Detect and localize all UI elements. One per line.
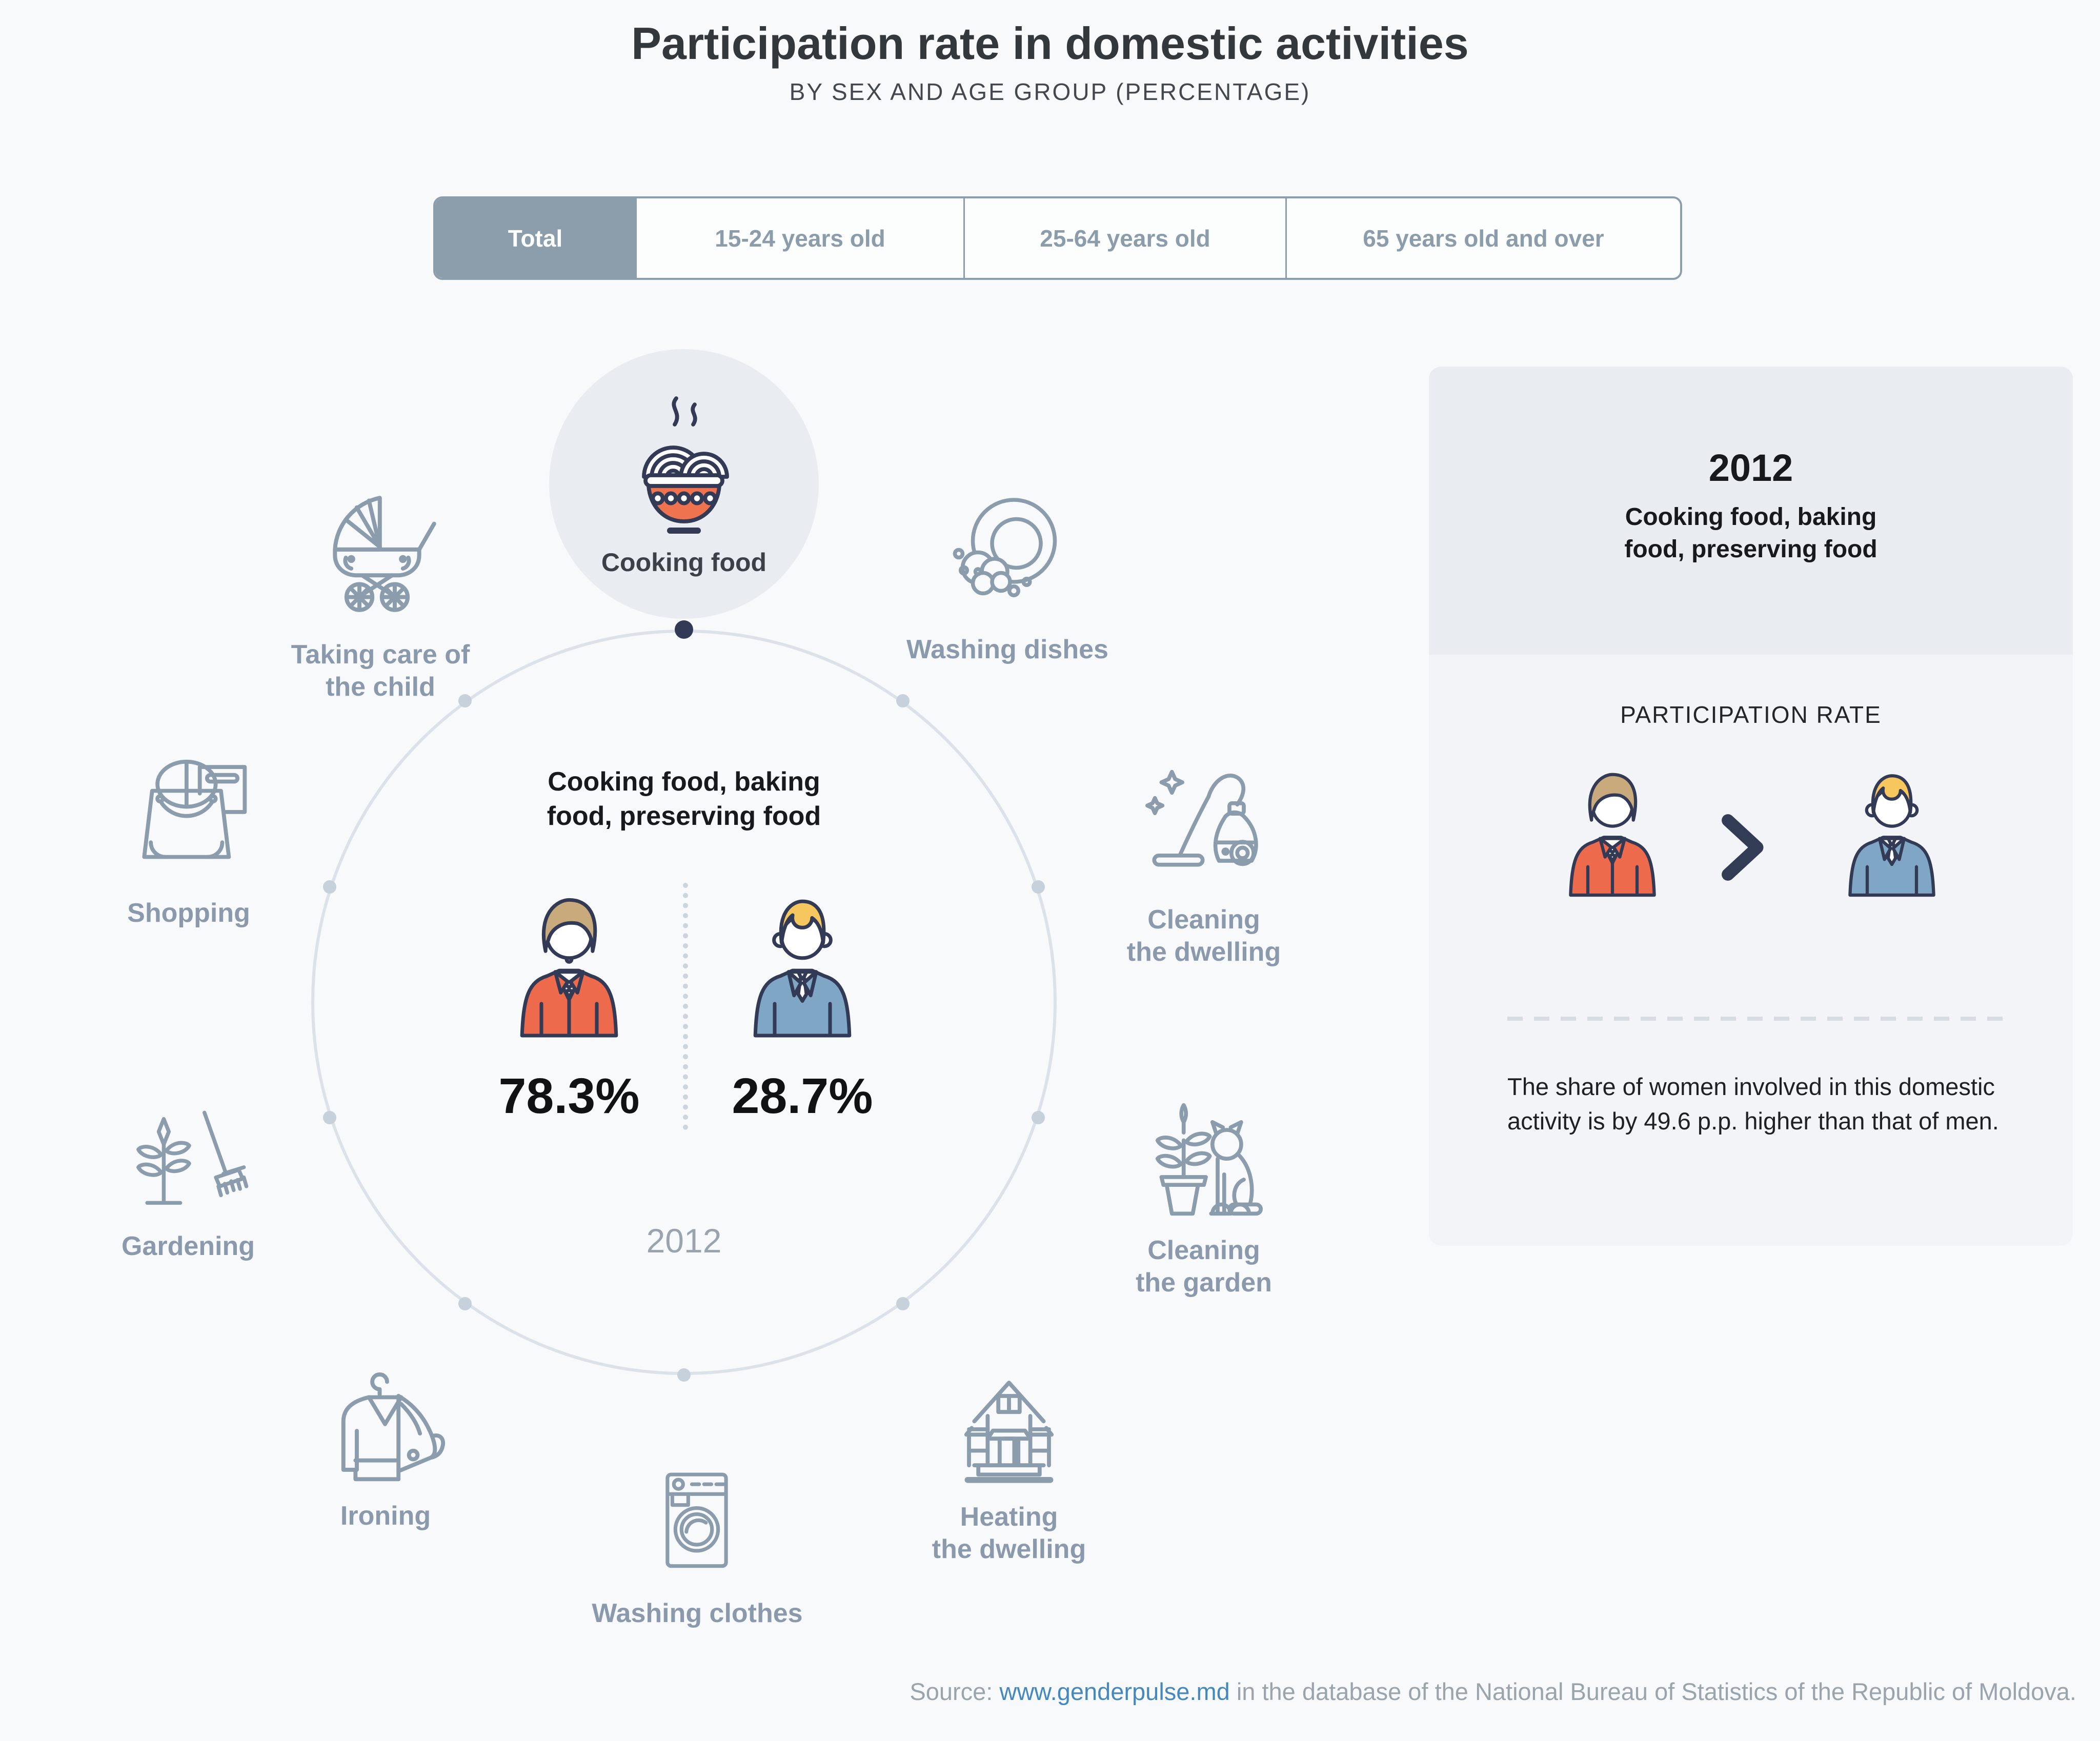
baby-carriage-icon[interactable] (309, 487, 445, 623)
plant-and-cat-icon[interactable] (1139, 1101, 1270, 1232)
panel-activity-title: Cooking food, baking food, preserving fo… (1624, 503, 1877, 563)
label-washing-dishes[interactable]: Washing dishes (906, 635, 1108, 664)
label-cleaning-the-dwelling[interactable]: Cleaning the dwelling (1126, 905, 1281, 967)
center-activity-title: Cooking food, baking food, preserving fo… (547, 767, 821, 831)
ring-dot-washing-clothes[interactable] (677, 1368, 691, 1382)
man-icon (733, 889, 872, 1043)
selected-activity-bubble[interactable]: Cooking food (549, 349, 819, 619)
panel-section-title: PARTICIPATION RATE (1620, 701, 1882, 728)
source-note: Source: www.genderpulse.md in the databa… (205, 1677, 2076, 1706)
page-subtitle: BY SEX AND AGE GROUP (PERCENTAGE) (789, 78, 1311, 105)
label-washing-clothes[interactable]: Washing clothes (592, 1598, 803, 1628)
vacuum-cleaner-icon[interactable] (1139, 756, 1270, 887)
ironing-icon[interactable] (318, 1364, 452, 1498)
label-shopping[interactable]: Shopping (127, 898, 250, 928)
wheel-year: 2012 (646, 1222, 722, 1260)
washing-dishes-icon[interactable] (943, 487, 1072, 615)
tab-65-over[interactable]: 65 years old and over (1285, 198, 1680, 278)
women-percentage: 78.3% (498, 1068, 640, 1124)
page-title: Participation rate in domestic activitie… (631, 18, 1469, 69)
ring-dot-shopping[interactable] (323, 880, 336, 894)
gardening-icon[interactable] (126, 1096, 253, 1223)
shopping-bag-icon[interactable] (123, 748, 255, 881)
tab-15-24[interactable]: 15-24 years old (635, 198, 963, 278)
source-link[interactable]: www.genderpulse.md (999, 1678, 1230, 1705)
ring-dot-gardening[interactable] (323, 1111, 336, 1124)
label-gardening[interactable]: Gardening (121, 1231, 255, 1261)
ring-dot-ironing[interactable] (458, 1297, 472, 1310)
washing-machine-icon[interactable] (636, 1461, 758, 1583)
panel-woman-icon (1551, 764, 1674, 903)
ring-dot-cleaning-the-garden[interactable] (1032, 1111, 1045, 1124)
panel-man-icon (1830, 764, 1953, 903)
woman-icon (500, 889, 638, 1043)
selected-activity-label: Cooking food (601, 548, 767, 577)
label-heating-the-dwelling[interactable]: Heating the dwelling (932, 1502, 1086, 1565)
tab-25-64[interactable]: 25-64 years old (963, 198, 1285, 278)
detail-panel-header (1429, 367, 2073, 655)
cooking-food-icon (607, 391, 761, 544)
men-percentage: 28.7% (732, 1068, 873, 1124)
ring-dot-washing-dishes[interactable] (896, 694, 910, 707)
panel-divider (1507, 1017, 2005, 1021)
ring-dot-heating-the-dwelling[interactable] (896, 1297, 910, 1310)
source-suffix: in the database of the National Bureau o… (1229, 1678, 2076, 1705)
center-divider (683, 883, 688, 1130)
panel-year: 2012 (1708, 447, 1793, 489)
label-taking-care-of-the-child[interactable]: Taking care of the child (291, 640, 470, 702)
age-group-tabs: Total 15-24 years old 25-64 years old 65… (433, 196, 1682, 280)
detail-panel: 2012 Cooking food, baking food, preservi… (1429, 367, 2073, 1246)
ring-dot-taking-care[interactable] (458, 694, 472, 707)
source-prefix: Source: (910, 1678, 1000, 1705)
ring-dot-cleaning-the-dwelling[interactable] (1032, 880, 1045, 894)
label-ironing[interactable]: Ironing (340, 1501, 431, 1531)
ring-dot-cooking-food[interactable] (675, 620, 693, 639)
tab-total[interactable]: Total (435, 198, 635, 278)
label-cleaning-the-garden[interactable]: Cleaning the garden (1136, 1236, 1272, 1298)
panel-note: The share of women involved in this dome… (1507, 1073, 1999, 1135)
house-icon[interactable] (942, 1363, 1076, 1496)
greater-than-icon (1720, 814, 1767, 881)
